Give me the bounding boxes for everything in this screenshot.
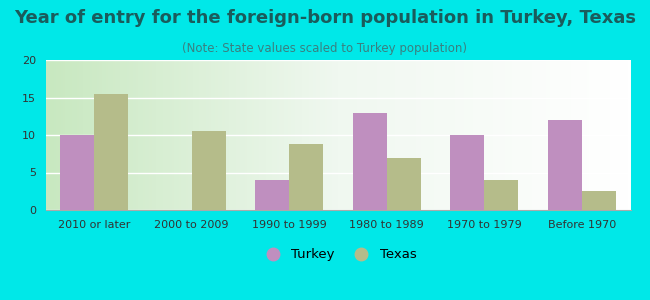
Bar (582, 191, 616, 210)
Bar (60, 135, 94, 210)
Bar (192, 131, 226, 210)
Bar (484, 180, 519, 210)
Bar (450, 135, 484, 210)
Legend: Turkey, Texas: Turkey, Texas (254, 243, 422, 266)
Text: Year of entry for the foreign-born population in Turkey, Texas: Year of entry for the foreign-born popul… (14, 9, 636, 27)
Bar (387, 158, 421, 210)
Bar (94, 94, 129, 210)
Bar (547, 120, 582, 210)
Bar (289, 144, 324, 210)
Bar (353, 112, 387, 210)
Bar (255, 180, 289, 210)
Text: (Note: State values scaled to Turkey population): (Note: State values scaled to Turkey pop… (183, 42, 467, 55)
